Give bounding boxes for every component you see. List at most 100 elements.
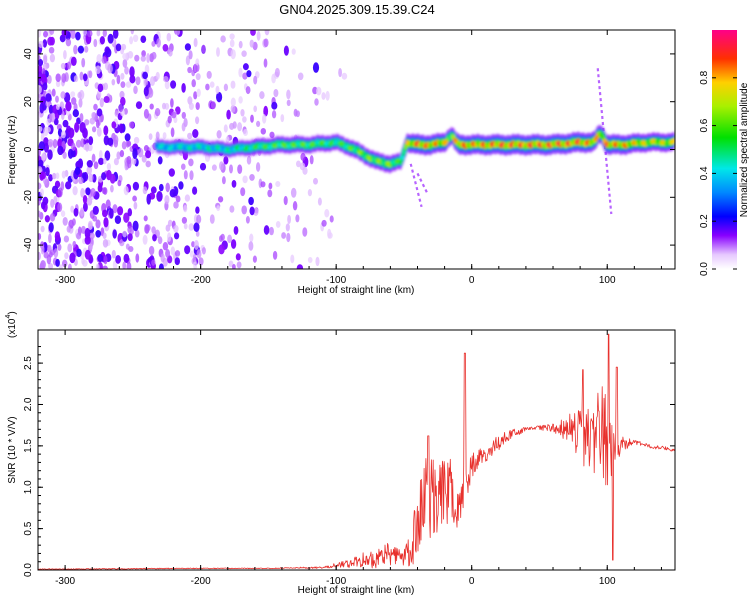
signal-cell (600, 134, 606, 140)
noise-blob (163, 76, 169, 83)
noise-blob (113, 134, 119, 145)
noise-blob (78, 98, 83, 108)
noise-blob (109, 173, 116, 184)
noise-blob (253, 105, 258, 113)
noise-blob (47, 149, 53, 160)
noise-blob (129, 66, 135, 78)
noise-blob (151, 51, 157, 60)
noise-blob (245, 86, 251, 95)
noise-blob (43, 126, 49, 137)
noise-blob (192, 253, 197, 263)
y-tick-label: 0 (23, 146, 34, 152)
noise-blob (325, 90, 330, 101)
noise-blob (96, 108, 103, 117)
noise-blob (245, 215, 250, 224)
noise-blob (275, 180, 281, 188)
noise-blob (126, 261, 132, 269)
y-tick-label: 0.5 (23, 521, 34, 535)
noise-blob (96, 90, 102, 99)
noise-blob (156, 191, 163, 202)
noise-blob (223, 156, 229, 165)
noise-blob (122, 53, 128, 60)
y-tick-label: 40 (23, 48, 34, 60)
noise-blob (302, 166, 308, 175)
noise-blob (38, 197, 41, 206)
noise-blob (84, 119, 90, 126)
noise-blob (229, 164, 233, 174)
noise-blob (49, 213, 56, 222)
noise-blob (281, 232, 287, 239)
noise-blob (188, 102, 194, 110)
x-tick-label: -300 (55, 576, 75, 587)
noise-blob (216, 47, 220, 57)
noise-blob (40, 201, 46, 210)
noise-blob (41, 73, 47, 83)
noise-blob (195, 102, 200, 111)
noise-blob (118, 103, 124, 113)
noise-blob (324, 208, 330, 218)
noise-blob (60, 91, 66, 99)
y-tick-label: -20 (23, 190, 34, 205)
noise-blob (228, 260, 234, 268)
noise-blob (91, 153, 96, 163)
noise-blob (55, 172, 60, 180)
snr-scale-factor: (x104) (5, 311, 18, 338)
noise-blob (206, 70, 212, 79)
noise-blob (184, 245, 191, 255)
noise-blob (132, 181, 140, 191)
noise-blob (217, 196, 224, 203)
noise-blob (87, 220, 93, 231)
noise-blob (141, 50, 146, 58)
y-tick-label: 2.0 (23, 397, 34, 411)
svg-text:(x104): (x104) (5, 311, 18, 338)
spectrogram-x-axis: -300 -200 -100 0 100 (55, 30, 662, 286)
noise-blob (61, 170, 66, 179)
noise-blob (38, 233, 42, 240)
snr-x-axis: -300 -200 -100 0 100 (55, 330, 662, 587)
noise-blob (227, 234, 233, 244)
noise-blob (93, 103, 98, 111)
signal-cell (400, 155, 405, 160)
noise-blob (99, 36, 105, 45)
noise-blob (183, 223, 188, 230)
streak (409, 163, 423, 208)
noise-blob (193, 91, 198, 100)
noise-blob (84, 249, 91, 260)
noise-blob (187, 66, 192, 74)
noise-blob (48, 222, 54, 233)
noise-blob (38, 84, 42, 95)
spectrogram-y-axis-label: Frequency (Hz) (7, 116, 18, 185)
noise-blob (230, 97, 236, 107)
noise-blob (232, 263, 236, 269)
colorbar-tick-label: 0.2 (699, 214, 710, 228)
noise-blob (178, 181, 184, 190)
x-tick-label: 0 (469, 275, 475, 286)
noise-blob (233, 225, 239, 235)
noise-blob (111, 249, 116, 259)
noise-blob (271, 101, 278, 110)
snr-y-axis-label: SNR (10 * V/V) (7, 416, 18, 483)
noise-blob (53, 195, 58, 206)
noise-blob (96, 54, 102, 64)
noise-blob (189, 250, 194, 258)
noise-blob (98, 150, 103, 160)
snr-panel: -300 -200 -100 0 100 0.0 0.5 1.0 1.5 2.0 2.5 Heig… (5, 311, 676, 596)
noise-blob (102, 30, 107, 37)
noise-blob (45, 167, 50, 177)
noise-blob (143, 145, 149, 152)
noise-blob (120, 96, 126, 106)
y-tick-label: 1.5 (23, 438, 34, 452)
noise-blob (220, 35, 226, 43)
noise-blob (237, 164, 243, 174)
noise-blob (297, 72, 304, 81)
noise-blob (55, 103, 60, 110)
noise-blob (184, 43, 192, 51)
noise-blob (128, 245, 134, 253)
noise-blob (188, 158, 194, 167)
noise-blob (72, 109, 79, 118)
noise-blob (184, 194, 191, 202)
noise-blob (80, 187, 85, 198)
noise-blob (143, 215, 148, 222)
noise-blob (170, 98, 174, 108)
y-tick-label: 2.5 (23, 356, 34, 370)
